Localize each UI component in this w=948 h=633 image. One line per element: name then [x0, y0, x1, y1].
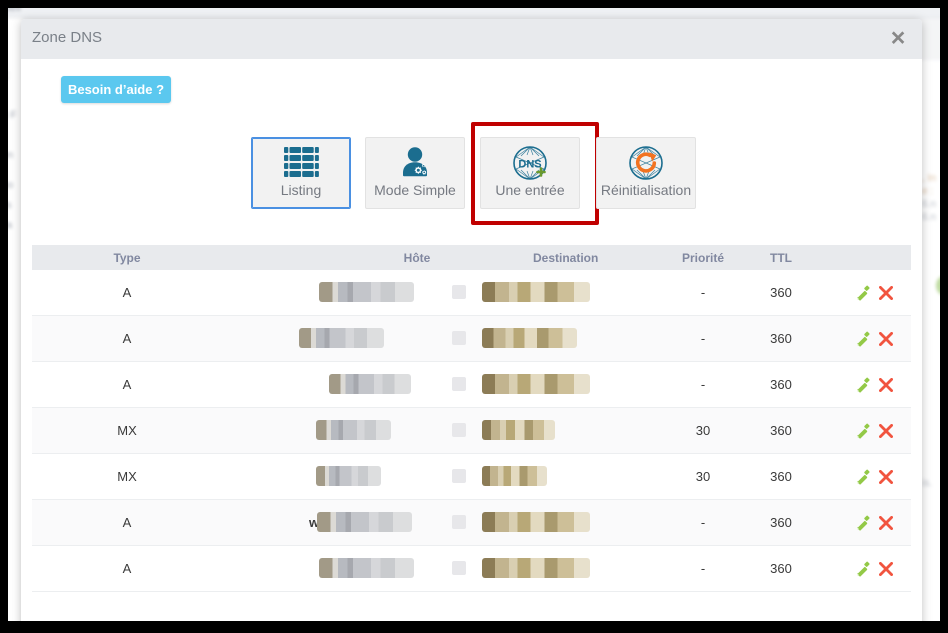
svg-text:DNS: DNS	[518, 159, 541, 171]
